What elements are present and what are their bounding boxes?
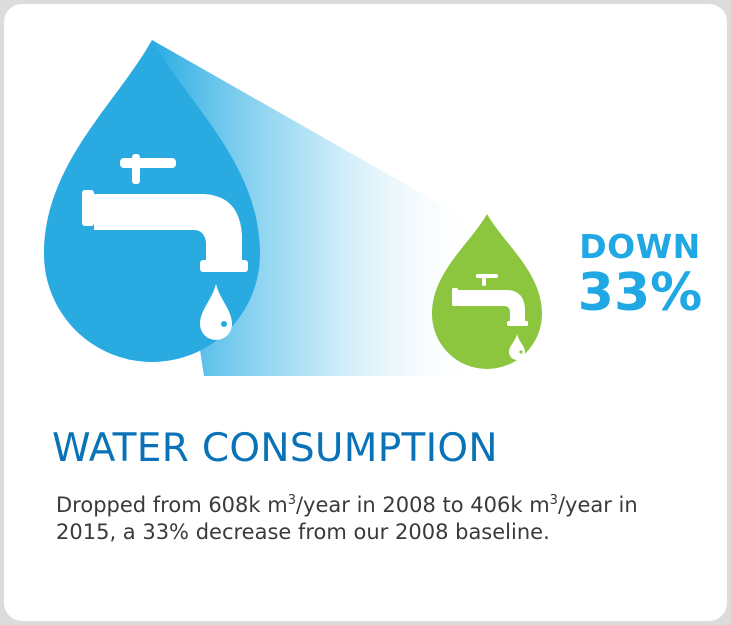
unit-superscript: 3 bbox=[549, 493, 558, 508]
unit-superscript: 3 bbox=[287, 493, 296, 508]
description-part-2: /year in 2008 to 406k m bbox=[295, 493, 550, 517]
description-part-3: /year in 2015, a 33% decrease from our 2… bbox=[56, 493, 638, 544]
description-part-1: Dropped from 608k m bbox=[56, 493, 288, 517]
section-title: WATER CONSUMPTION bbox=[52, 426, 498, 471]
reduction-badge: DOWN 33% bbox=[570, 230, 710, 319]
badge-direction: DOWN bbox=[579, 227, 701, 266]
badge-percent: 33% bbox=[577, 263, 703, 323]
description: Dropped from 608k m3/year in 2008 to 406… bbox=[56, 492, 656, 546]
illustration bbox=[44, 40, 542, 376]
water-consumption-card: DOWN 33% WATER CONSUMPTION Dropped from … bbox=[4, 4, 727, 621]
